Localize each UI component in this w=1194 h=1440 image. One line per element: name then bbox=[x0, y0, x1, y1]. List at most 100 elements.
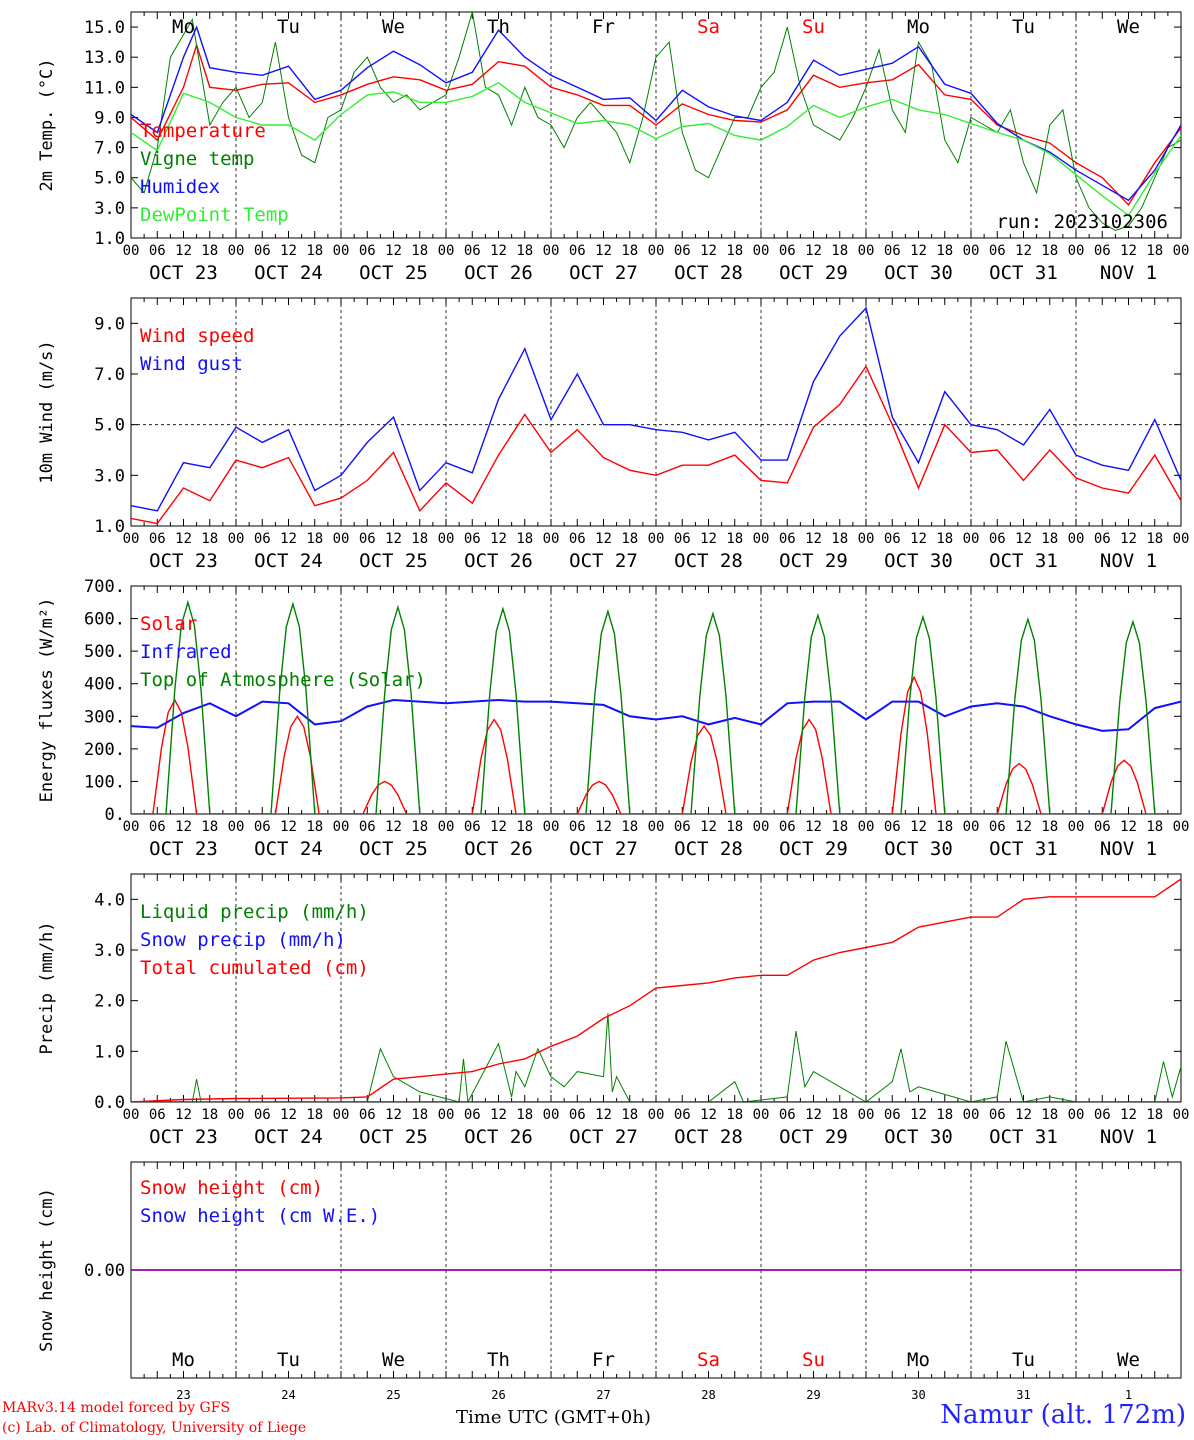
run-label: run: 2023102306 bbox=[996, 211, 1168, 233]
hour-label: 12 bbox=[385, 1107, 402, 1123]
series-group bbox=[131, 599, 1181, 814]
hour-label: 12 bbox=[1015, 531, 1032, 547]
date-label: OCT 28 bbox=[674, 550, 743, 572]
y-tick-label: 11.0 bbox=[84, 78, 125, 98]
date-label: OCT 31 bbox=[989, 550, 1058, 572]
hour-label: 12 bbox=[385, 243, 402, 259]
hour-label: 18 bbox=[201, 243, 218, 259]
hour-label: 12 bbox=[595, 819, 612, 835]
day-number: 25 bbox=[386, 1388, 400, 1402]
day-name: Su bbox=[802, 16, 825, 38]
hour-label: 00 bbox=[123, 819, 140, 835]
hour-label: 06 bbox=[1094, 531, 1111, 547]
hour-label: 00 bbox=[1173, 243, 1190, 259]
series-line-vigne-temp bbox=[131, 12, 1181, 232]
hour-label: 00 bbox=[753, 1107, 770, 1123]
hour-label: 06 bbox=[569, 243, 586, 259]
hour-label: 12 bbox=[175, 243, 192, 259]
hour-label: 18 bbox=[936, 531, 953, 547]
series-line-wind-speed bbox=[131, 364, 1181, 525]
hour-label: 18 bbox=[411, 531, 428, 547]
hour-label: 00 bbox=[543, 243, 560, 259]
hour-label: 18 bbox=[516, 1107, 533, 1123]
legend-entry: Liquid precip (mm/h) bbox=[140, 901, 369, 923]
hour-label: 12 bbox=[910, 819, 927, 835]
hour-label: 06 bbox=[254, 531, 271, 547]
series-line-infrared bbox=[131, 698, 1181, 732]
panel-1: 1.0 3.0 5.0 7.0 9.0 11.0 13.0 15.0 2m Temp. (°C)… bbox=[37, 11, 1190, 284]
date-label: OCT 31 bbox=[989, 1126, 1058, 1148]
hour-label: 18 bbox=[831, 531, 848, 547]
hour-label: 00 bbox=[438, 531, 455, 547]
hour-label: 18 bbox=[306, 243, 323, 259]
day-name: We bbox=[1117, 16, 1140, 38]
hour-label: 00 bbox=[228, 243, 245, 259]
date-label: OCT 27 bbox=[569, 1126, 638, 1148]
hour-label: 12 bbox=[595, 1107, 612, 1123]
hour-label: 06 bbox=[464, 1107, 481, 1123]
hour-label: 12 bbox=[280, 531, 297, 547]
date-label: OCT 29 bbox=[779, 550, 848, 572]
hour-label: 06 bbox=[569, 531, 586, 547]
day-number: 31 bbox=[1016, 1388, 1030, 1402]
date-label: OCT 26 bbox=[464, 1126, 533, 1148]
hour-label: 06 bbox=[464, 819, 481, 835]
hour-label: 12 bbox=[1015, 1107, 1032, 1123]
hour-label: 00 bbox=[858, 819, 875, 835]
hour-label: 12 bbox=[595, 243, 612, 259]
hour-label: 06 bbox=[884, 243, 901, 259]
hour-label: 00 bbox=[963, 819, 980, 835]
day-name: Tu bbox=[1012, 1349, 1035, 1371]
series-line-wind-gust bbox=[131, 306, 1181, 512]
hour-label: 06 bbox=[254, 819, 271, 835]
date-label: OCT 25 bbox=[359, 1126, 428, 1148]
legend-entry: Wind gust bbox=[140, 353, 243, 375]
hour-label: 18 bbox=[201, 1107, 218, 1123]
y-axis-title: Snow height (cm) bbox=[37, 1188, 57, 1352]
y-tick-label: 9.0 bbox=[94, 314, 125, 334]
legend-entry: Snow height (cm) bbox=[140, 1177, 323, 1199]
lab-credit: (c) Lab. of Climatology, University of L… bbox=[2, 1420, 307, 1436]
hour-label: 12 bbox=[1120, 819, 1137, 835]
hour-label: 00 bbox=[648, 819, 665, 835]
hour-label: 06 bbox=[779, 819, 796, 835]
y-tick-label: 400. bbox=[84, 675, 125, 695]
hour-label: 00 bbox=[123, 531, 140, 547]
hour-label: 00 bbox=[1068, 819, 1085, 835]
hour-label: 00 bbox=[123, 243, 140, 259]
panel-3: 0. 100. 200. 300. 400. 500. 600. 700. Energy flu… bbox=[37, 577, 1189, 860]
date-label: OCT 24 bbox=[254, 262, 323, 284]
date-label: OCT 27 bbox=[569, 838, 638, 860]
hour-label: 12 bbox=[1120, 243, 1137, 259]
hour-label: 12 bbox=[385, 819, 402, 835]
legend-entry: Snow height (cm W.E.) bbox=[140, 1205, 380, 1227]
hour-label: 18 bbox=[1041, 1107, 1058, 1123]
hour-label: 12 bbox=[490, 531, 507, 547]
hour-label: 12 bbox=[700, 243, 717, 259]
legend-entry: Temperature bbox=[140, 120, 266, 142]
hour-label: 00 bbox=[333, 243, 350, 259]
day-name: Tu bbox=[1012, 16, 1035, 38]
date-label: OCT 25 bbox=[359, 262, 428, 284]
day-name: Su bbox=[802, 1349, 825, 1371]
series-group bbox=[131, 306, 1181, 525]
hour-label: 06 bbox=[254, 243, 271, 259]
date-label: OCT 25 bbox=[359, 550, 428, 572]
hour-label: 12 bbox=[175, 1107, 192, 1123]
hour-label: 06 bbox=[359, 819, 376, 835]
day-number: 29 bbox=[806, 1388, 820, 1402]
date-label: NOV 1 bbox=[1100, 1126, 1157, 1148]
hour-label: 00 bbox=[333, 819, 350, 835]
hour-label: 12 bbox=[1120, 1107, 1137, 1123]
series-group bbox=[131, 878, 1181, 1102]
date-label: OCT 28 bbox=[674, 1126, 743, 1148]
date-label: OCT 24 bbox=[254, 838, 323, 860]
day-name: Th bbox=[487, 16, 510, 38]
date-label: OCT 23 bbox=[149, 550, 218, 572]
hour-label: 00 bbox=[1173, 531, 1190, 547]
y-axis-title: Precip (mm/h) bbox=[37, 921, 57, 1054]
hour-label: 06 bbox=[884, 531, 901, 547]
legend-entry: DewPoint Temp bbox=[140, 204, 289, 226]
hour-label: 00 bbox=[963, 1107, 980, 1123]
